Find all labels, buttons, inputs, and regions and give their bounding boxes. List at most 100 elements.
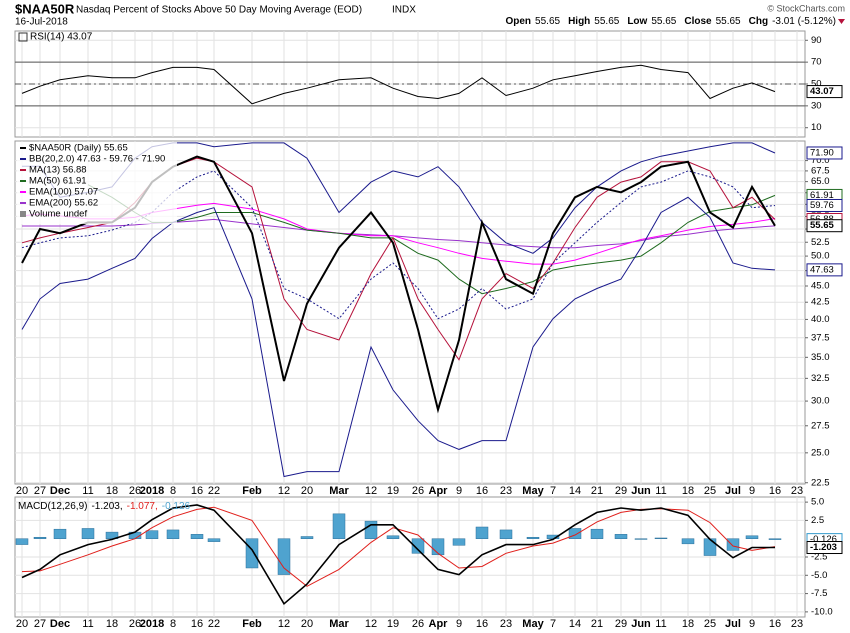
value-tag xyxy=(806,263,843,277)
x-tick-label: 16 xyxy=(769,485,781,497)
quote-value: 55.65 xyxy=(651,16,676,27)
y-tick-label: 65.0 xyxy=(811,176,830,187)
exchange: INDX xyxy=(392,5,416,16)
x-tick-label: 26 xyxy=(412,485,424,497)
y-tick-label: 32.5 xyxy=(811,373,830,384)
x-tick-label: 22 xyxy=(208,485,220,497)
x-tick-label: 27 xyxy=(34,485,46,497)
histogram-bar xyxy=(703,538,717,556)
x-tick-label: 23 xyxy=(791,618,803,630)
value-tag-label: 55.65 xyxy=(810,220,834,231)
x-tick-label: 16 xyxy=(769,618,781,630)
histogram-bar xyxy=(726,538,740,551)
x-tick-label: 22 xyxy=(208,618,220,630)
histogram-bar xyxy=(53,528,67,539)
quote-value: 55.65 xyxy=(594,16,619,27)
x-tick-label: Mar xyxy=(329,485,349,497)
histogram-bar xyxy=(411,538,425,554)
x-tick-label: 29 xyxy=(615,485,627,497)
y-tick-label: 50 xyxy=(811,79,822,90)
x-tick-label: 2018 xyxy=(140,485,164,497)
y-tick-label: -5.0 xyxy=(811,570,827,581)
histogram-bar xyxy=(745,535,759,539)
y-tick-label: 52.5 xyxy=(811,237,830,248)
histogram-bar xyxy=(590,528,604,539)
legend-label: MA(50) 61.91 xyxy=(29,176,87,187)
y-tick-label: 35.0 xyxy=(811,352,830,363)
legend-label: -0.126 xyxy=(162,501,191,512)
value-tag-label: 47.63 xyxy=(810,264,834,275)
panel-title: RSI(14) 43.07 xyxy=(30,32,93,43)
value-tag-label: -1.203 xyxy=(810,542,837,553)
series-line xyxy=(21,504,775,606)
histogram-bar xyxy=(475,526,489,539)
quote-value: 55.65 xyxy=(535,16,560,27)
histogram-bar xyxy=(614,534,628,539)
x-tick-label: Jun xyxy=(631,618,651,630)
value-tag-label: 59.76 xyxy=(810,200,834,211)
value-tag xyxy=(806,541,843,555)
legend-label: -1.203, xyxy=(91,501,122,512)
value-tag-label: 61.91 xyxy=(810,190,834,201)
y-tick-label: 70 xyxy=(811,57,822,68)
x-tick-label: 19 xyxy=(387,618,399,630)
histogram-bar xyxy=(277,538,291,575)
legend-label: MA(13) 56.88 xyxy=(29,165,87,176)
x-tick-label: May xyxy=(522,485,544,497)
value-tag xyxy=(806,219,843,233)
x-tick-label: 11 xyxy=(82,618,93,630)
x-tick-label: 18 xyxy=(106,485,118,497)
y-tick-label: 67.5 xyxy=(811,165,830,176)
y-tick-label: 30.0 xyxy=(811,396,830,407)
value-tag-label: 43.07 xyxy=(810,86,834,97)
histogram-bar xyxy=(300,536,314,539)
quote-label: Close xyxy=(684,16,712,27)
quote-label: High xyxy=(568,16,590,27)
y-tick-label: 40.0 xyxy=(811,314,830,325)
y-tick-label: 22.5 xyxy=(811,477,830,488)
x-tick-label: 23 xyxy=(500,618,512,630)
y-tick-label: 5.0 xyxy=(811,497,824,508)
x-tick-label: 26 xyxy=(129,618,141,630)
y-tick-label: 2.5 xyxy=(811,515,824,526)
x-tick-label: 12 xyxy=(365,618,377,630)
x-tick-label: Mar xyxy=(329,618,349,630)
x-tick-label: 12 xyxy=(365,485,377,497)
value-tag-label: 71.90 xyxy=(810,147,834,158)
histogram-bar xyxy=(190,534,204,539)
y-tick-label: 70.0 xyxy=(811,155,830,166)
panel-frame xyxy=(14,140,806,485)
x-tick-label: 11 xyxy=(655,485,666,497)
x-tick-label: Apr xyxy=(429,485,449,497)
histogram-bar xyxy=(568,528,582,539)
x-tick-label: 26 xyxy=(129,485,141,497)
value-tag xyxy=(806,85,843,99)
legend-label: Volume undef xyxy=(29,209,87,220)
x-tick-label: Dec xyxy=(50,485,70,497)
histogram-bar xyxy=(654,537,668,539)
x-tick-label: May xyxy=(522,618,544,630)
histogram-bar xyxy=(15,538,29,545)
y-tick-label: 90 xyxy=(811,35,822,46)
histogram-bar xyxy=(33,536,47,539)
x-tick-label: 19 xyxy=(387,485,399,497)
down-arrow xyxy=(838,19,845,24)
quote-label: Chg xyxy=(749,16,768,27)
x-tick-label: Jul xyxy=(725,485,741,497)
y-tick-label: 25.0 xyxy=(811,447,830,458)
histogram-bar xyxy=(245,538,259,569)
series-line xyxy=(21,170,776,320)
x-tick-label: 20 xyxy=(301,618,313,630)
x-tick-label: Dec xyxy=(50,618,70,630)
histogram-bar xyxy=(364,520,378,539)
histogram-bar xyxy=(681,538,695,545)
x-tick-label: 20 xyxy=(16,618,28,630)
quote-label: Low xyxy=(627,16,647,27)
x-tick-label: 25 xyxy=(704,485,716,497)
histogram-bar xyxy=(386,535,400,539)
y-tick-label: 42.5 xyxy=(811,297,830,308)
legend-label: EMA(100) 57.07 xyxy=(29,187,98,198)
description: Nasdaq Percent of Stocks Above 50 Day Mo… xyxy=(76,5,362,16)
value-tag xyxy=(806,198,843,212)
x-tick-label: 11 xyxy=(655,618,666,630)
